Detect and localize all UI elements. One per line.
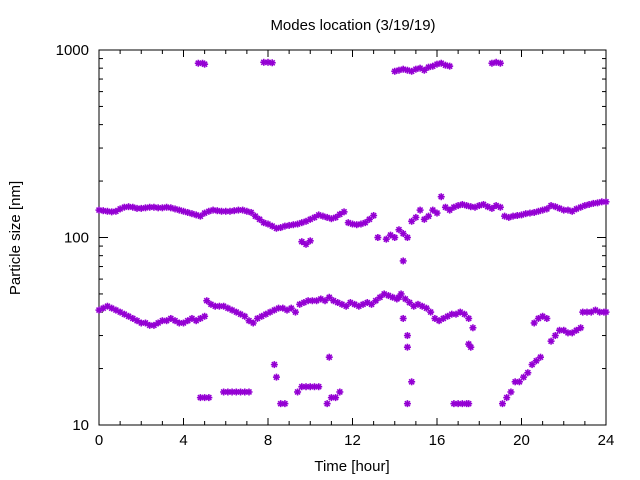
- data-point: [532, 357, 540, 365]
- data-point: [272, 373, 280, 381]
- data-point: [315, 383, 323, 391]
- data-point: [577, 324, 585, 332]
- data-point: [467, 343, 475, 351]
- data-point: [374, 234, 382, 241]
- x-tick-label: 16: [429, 432, 446, 449]
- data-point: [408, 378, 416, 386]
- y-tick-label: 1000: [56, 42, 89, 59]
- data-point: [329, 297, 337, 305]
- data-point: [429, 206, 437, 214]
- data-point: [327, 215, 335, 223]
- data-point: [465, 400, 473, 408]
- data-points: [95, 58, 610, 408]
- data-point: [403, 332, 411, 340]
- y-axis: 10 100 1000: [56, 42, 606, 434]
- data-point: [547, 337, 555, 345]
- data-point: [425, 212, 433, 220]
- data-point: [463, 202, 471, 210]
- data-point: [403, 234, 411, 241]
- data-point: [393, 295, 401, 303]
- data-point: [196, 212, 204, 220]
- data-point: [403, 343, 411, 351]
- data-point: [323, 400, 331, 408]
- chart-title: Modes location (3/19/19): [270, 17, 435, 34]
- plot-frame: [98, 49, 607, 426]
- x-tick-label: 24: [598, 432, 615, 449]
- data-point: [520, 373, 528, 381]
- data-point: [399, 314, 407, 322]
- data-point: [201, 312, 209, 320]
- data-point: [399, 257, 407, 265]
- data-point: [515, 378, 523, 386]
- y-tick-label: 10: [72, 417, 89, 434]
- data-point: [294, 388, 302, 396]
- data-point: [336, 388, 344, 396]
- data-point: [498, 400, 506, 408]
- data-point: [469, 324, 477, 332]
- data-point: [270, 361, 278, 369]
- data-point: [277, 400, 285, 408]
- data-point: [370, 212, 378, 220]
- data-point: [572, 326, 580, 334]
- data-point: [391, 234, 399, 241]
- data-point: [602, 308, 610, 316]
- data-point: [530, 319, 538, 327]
- y-axis-label: Particle size [nm]: [7, 181, 24, 295]
- x-tick-label: 12: [344, 432, 361, 449]
- data-point: [340, 208, 348, 216]
- data-point: [433, 209, 441, 217]
- data-point: [397, 290, 405, 298]
- data-point: [465, 314, 473, 322]
- data-point: [291, 308, 299, 316]
- data-point: [245, 388, 253, 396]
- data-point: [602, 198, 610, 206]
- data-point: [332, 394, 340, 402]
- data-point: [551, 332, 559, 340]
- data-point: [241, 312, 249, 320]
- data-point: [420, 66, 428, 74]
- data-point: [416, 206, 424, 214]
- x-tick-label: 20: [513, 432, 530, 449]
- data-point: [577, 203, 585, 211]
- data-point: [507, 388, 515, 396]
- data-point: [446, 62, 454, 70]
- data-point: [460, 310, 468, 318]
- data-point: [325, 353, 333, 361]
- data-point: [543, 314, 551, 322]
- data-point: [537, 353, 545, 361]
- x-tick-label: 0: [95, 432, 103, 449]
- data-point: [103, 302, 111, 310]
- x-axis: 0 4 8 12 16 20 24: [95, 50, 615, 449]
- data-point: [249, 319, 257, 327]
- data-point: [306, 237, 314, 245]
- data-point: [201, 60, 209, 68]
- y-tick-label: 100: [64, 230, 89, 247]
- data-point: [403, 400, 411, 408]
- data-point: [503, 394, 511, 402]
- x-tick-label: 8: [264, 432, 272, 449]
- data-point: [568, 329, 576, 337]
- data-point: [205, 394, 213, 402]
- data-point: [203, 297, 211, 305]
- data-point: [496, 203, 504, 211]
- data-point: [524, 369, 532, 377]
- data-point: [268, 59, 276, 67]
- data-point: [496, 59, 504, 67]
- data-point: [412, 213, 420, 221]
- data-point: [258, 312, 266, 320]
- x-axis-label: Time [hour]: [314, 458, 389, 475]
- data-point: [437, 193, 445, 201]
- x-tick-label: 4: [179, 432, 187, 449]
- data-point: [427, 308, 435, 316]
